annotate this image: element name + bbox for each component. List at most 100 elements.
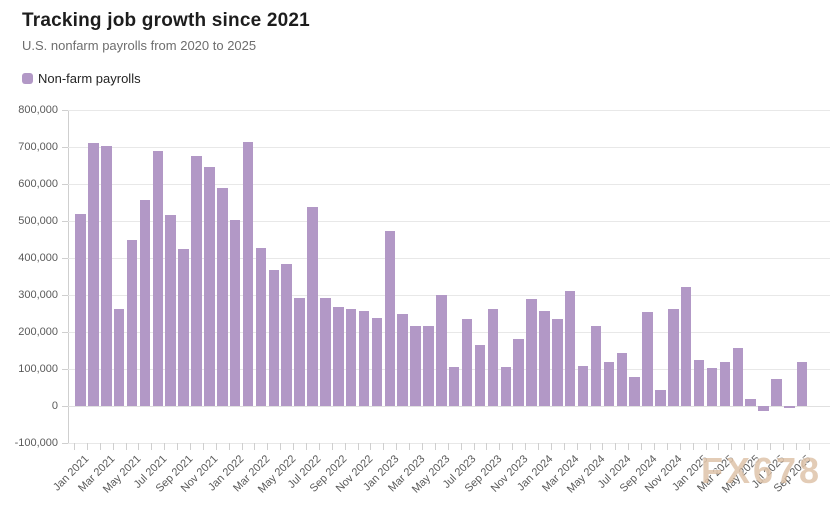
bar-dec-2022[interactable] bbox=[371, 317, 383, 406]
bar-oct-2023[interactable] bbox=[500, 367, 511, 406]
y-axis-tick bbox=[62, 146, 68, 148]
bar-jul-2021[interactable] bbox=[152, 151, 163, 406]
x-axis-tick bbox=[628, 443, 630, 450]
bar-feb-2022[interactable] bbox=[242, 141, 254, 406]
y-axis-label: 600,000 bbox=[18, 178, 58, 190]
bar-jun-2025[interactable] bbox=[758, 406, 769, 411]
x-axis-tick bbox=[138, 443, 140, 450]
chart-title: Tracking job growth since 2021 bbox=[22, 10, 310, 31]
bar-sep-2021[interactable] bbox=[178, 249, 189, 406]
bar-sep-2022[interactable] bbox=[333, 306, 344, 406]
bar-oct-2022[interactable] bbox=[345, 308, 357, 406]
x-axis-tick bbox=[267, 443, 269, 450]
x-axis-tick bbox=[525, 443, 527, 450]
bar-jun-2023[interactable] bbox=[448, 367, 460, 406]
bar-jul-2023[interactable] bbox=[461, 318, 473, 406]
x-axis-tick bbox=[293, 443, 295, 450]
bar-jan-2024[interactable] bbox=[539, 311, 550, 406]
bar-mar-2023[interactable] bbox=[410, 325, 421, 406]
bar-jul-2025[interactable] bbox=[771, 379, 782, 406]
y-axis-label: 200,000 bbox=[18, 326, 58, 338]
gridline bbox=[68, 331, 830, 333]
x-axis-tick bbox=[757, 443, 758, 450]
bar-jul-2022[interactable] bbox=[307, 207, 318, 406]
bar-oct-2021[interactable] bbox=[191, 155, 202, 406]
bar-may-2021[interactable] bbox=[126, 240, 138, 406]
x-axis-tick bbox=[112, 443, 114, 450]
bar-jun-2021[interactable] bbox=[139, 199, 151, 406]
bar-feb-2024[interactable] bbox=[552, 318, 563, 406]
x-axis-tick bbox=[653, 443, 655, 450]
bar-aug-2022[interactable] bbox=[320, 298, 331, 406]
x-axis-tick bbox=[473, 443, 475, 450]
bar-aug-2025[interactable] bbox=[784, 406, 795, 408]
bar-dec-2024[interactable] bbox=[680, 286, 692, 406]
bar-apr-2023[interactable] bbox=[423, 325, 434, 406]
bar-aug-2024[interactable] bbox=[629, 377, 640, 406]
legend-item-nonfarm-payrolls[interactable]: Non-farm payrolls bbox=[22, 71, 141, 86]
x-axis-tick bbox=[512, 443, 514, 450]
bar-feb-2021[interactable] bbox=[88, 143, 99, 406]
bar-jun-2024[interactable] bbox=[603, 362, 615, 406]
bar-jan-2021[interactable] bbox=[75, 213, 86, 406]
gridline bbox=[68, 183, 830, 185]
bar-nov-2022[interactable] bbox=[358, 311, 370, 406]
x-axis-tick bbox=[602, 443, 604, 450]
bar-mar-2021[interactable] bbox=[101, 145, 112, 406]
bar-apr-2024[interactable] bbox=[577, 366, 589, 406]
x-axis-tick bbox=[679, 443, 681, 450]
x-axis-line bbox=[68, 443, 830, 444]
x-axis-tick bbox=[164, 443, 166, 450]
bar-jan-2023[interactable] bbox=[384, 231, 395, 406]
x-axis-tick bbox=[589, 443, 591, 450]
bar-dec-2021[interactable] bbox=[217, 188, 228, 406]
bar-sep-2024[interactable] bbox=[642, 311, 653, 406]
bar-sep-2025[interactable] bbox=[796, 362, 808, 406]
bar-dec-2023[interactable] bbox=[526, 298, 537, 406]
bar-nov-2021[interactable] bbox=[204, 166, 215, 406]
bar-aug-2021[interactable] bbox=[165, 214, 176, 406]
gridline bbox=[68, 405, 830, 407]
bar-feb-2025[interactable] bbox=[706, 368, 718, 406]
y-axis-label: 700,000 bbox=[18, 141, 58, 153]
bar-jan-2025[interactable] bbox=[693, 359, 705, 407]
y-axis-tick bbox=[62, 257, 68, 259]
bar-mar-2022[interactable] bbox=[255, 247, 267, 406]
x-axis-tick bbox=[692, 443, 694, 450]
bar-jul-2024[interactable] bbox=[616, 352, 627, 406]
y-axis-tick bbox=[62, 442, 68, 444]
bar-aug-2023[interactable] bbox=[474, 344, 486, 406]
x-axis-tick bbox=[151, 443, 153, 450]
x-axis-tick bbox=[241, 443, 243, 450]
gridline bbox=[68, 146, 830, 148]
bar-jun-2022[interactable] bbox=[294, 297, 305, 406]
bar-may-2022[interactable] bbox=[281, 263, 292, 406]
x-axis-tick bbox=[280, 443, 282, 450]
bar-apr-2025[interactable] bbox=[732, 347, 743, 406]
bar-apr-2021[interactable] bbox=[113, 308, 125, 406]
bar-may-2025[interactable] bbox=[745, 399, 756, 406]
x-axis-tick bbox=[447, 443, 449, 450]
x-axis-tick bbox=[344, 443, 346, 450]
x-axis-tick bbox=[409, 443, 411, 450]
bar-apr-2022[interactable] bbox=[268, 269, 279, 406]
bar-mar-2024[interactable] bbox=[564, 291, 576, 406]
bar-nov-2024[interactable] bbox=[668, 309, 679, 406]
x-axis-tick bbox=[125, 443, 127, 450]
y-axis-label: 300,000 bbox=[18, 289, 58, 301]
y-axis-tick bbox=[62, 220, 68, 222]
bar-may-2024[interactable] bbox=[590, 326, 602, 406]
legend-swatch-icon bbox=[22, 73, 33, 84]
bar-nov-2023[interactable] bbox=[513, 338, 524, 406]
bar-jan-2022[interactable] bbox=[229, 219, 241, 406]
bar-may-2023[interactable] bbox=[436, 295, 447, 406]
y-axis-tick bbox=[62, 183, 68, 185]
x-axis-tick bbox=[563, 443, 565, 450]
bar-mar-2025[interactable] bbox=[719, 361, 731, 406]
x-axis-tick bbox=[318, 443, 320, 450]
y-axis-label: 100,000 bbox=[18, 363, 58, 375]
bar-feb-2023[interactable] bbox=[397, 314, 408, 406]
bar-sep-2023[interactable] bbox=[487, 309, 499, 406]
bar-oct-2024[interactable] bbox=[655, 389, 666, 406]
